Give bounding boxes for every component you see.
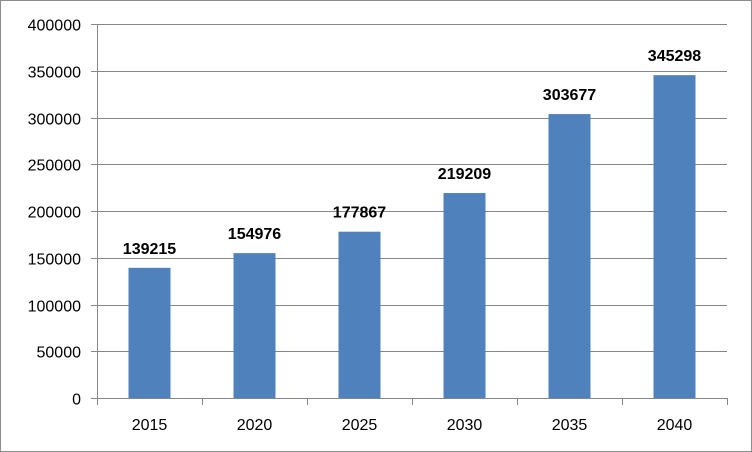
y-tick-label: 300000 [28, 112, 81, 129]
data-label-2025: 177867 [333, 205, 386, 222]
bars [128, 75, 696, 399]
y-tick-label: 250000 [28, 158, 81, 175]
data-label-2035: 303677 [543, 87, 596, 104]
bar-2020 [233, 253, 276, 398]
x-tick-label: 2020 [237, 417, 273, 434]
x-tick-label: 2040 [657, 417, 693, 434]
gridlines [97, 24, 727, 352]
x-axis-tick-labels: 2015 2020 2025 2030 2035 2040 [132, 417, 693, 434]
y-tick-label: 0 [72, 392, 81, 409]
x-tick-label: 2025 [342, 417, 378, 434]
y-tick-label: 400000 [28, 18, 81, 35]
y-tick-label: 150000 [28, 252, 81, 269]
data-label-2040: 345298 [648, 48, 701, 65]
x-tick-label: 2015 [132, 417, 168, 434]
bar-2030 [443, 193, 486, 398]
x-tick-label: 2030 [447, 417, 483, 434]
bar-2015 [128, 267, 171, 398]
bar-2035 [548, 114, 591, 398]
y-tick-label: 200000 [28, 205, 81, 222]
data-label-2030: 219209 [438, 166, 491, 183]
y-axis-tick-labels: 0 50000 100000 150000 200000 250000 300000 3500… [28, 18, 81, 409]
x-tick-label: 2035 [552, 417, 588, 434]
y-tick-label: 100000 [28, 299, 81, 316]
y-tick-label: 50000 [37, 345, 82, 362]
y-tick-label: 350000 [28, 65, 81, 82]
data-label-2020: 154976 [228, 226, 281, 243]
bar-2025 [338, 231, 381, 398]
data-labels: 139215 154976 177867 219209 303677 345298 [123, 48, 701, 258]
axes [91, 24, 728, 405]
data-label-2015: 139215 [123, 241, 176, 258]
bar-2040 [653, 75, 696, 399]
